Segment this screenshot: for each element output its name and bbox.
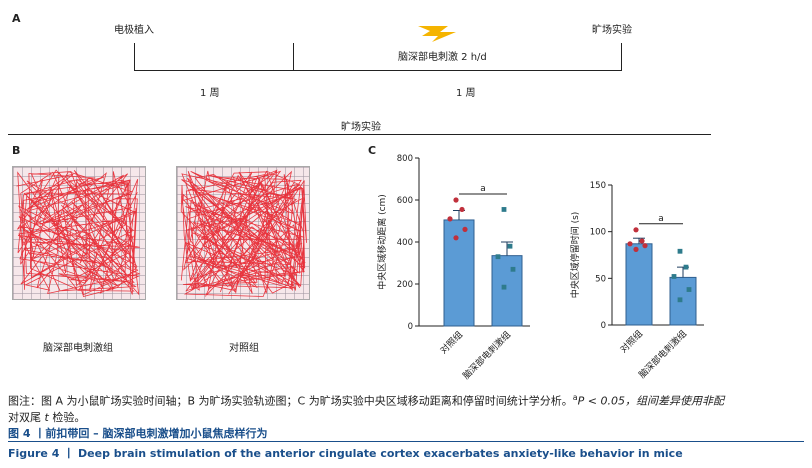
- y-axis-label: 中央区域移动距离 (cm): [376, 194, 388, 290]
- bar-dbs: [491, 255, 523, 327]
- data-point-dbs: [501, 207, 507, 212]
- y-tick-label: 200: [397, 280, 413, 290]
- timeline-tick-start: [134, 43, 135, 71]
- timeline-interval-2: 1 周: [456, 88, 476, 99]
- note-line1: 图注：图 A 为小鼠旷场实验时间轴；B 为旷场实验轨迹图；C 为旷场实验中央区域…: [8, 394, 573, 408]
- trajectory-path: [180, 169, 307, 297]
- timeline-tick-end: [621, 43, 622, 71]
- y-tick-label: 50: [595, 274, 606, 284]
- y-tick-label: 150: [590, 181, 606, 191]
- data-point-dbs: [507, 243, 513, 249]
- trajectory-map-dbs: [12, 166, 146, 300]
- bar-control: [625, 243, 653, 326]
- significance-label: a: [658, 214, 664, 224]
- data-point-dbs: [677, 248, 683, 254]
- data-point-control: [639, 238, 645, 244]
- data-point-dbs: [686, 287, 692, 292]
- timeline-interval-1: 1 周: [200, 88, 220, 99]
- x-tick-label: 对照组: [618, 328, 646, 356]
- bar-dbs: [669, 276, 697, 326]
- data-point-control: [627, 241, 633, 247]
- data-point-dbs: [495, 254, 501, 260]
- x-tick-label: 脑深部电刺激组: [460, 329, 513, 380]
- data-point-dbs: [677, 297, 683, 303]
- figure-title-divider: [8, 441, 804, 442]
- trajectory-label-dbs: 脑深部电刺激组: [43, 343, 113, 354]
- note-line2-t: t: [44, 410, 49, 424]
- data-point-dbs: [683, 264, 689, 270]
- y-tick-label: 400: [397, 238, 413, 248]
- timeline-tick-mid: [293, 43, 294, 71]
- panel-b-letter: B: [12, 144, 21, 157]
- y-tick-label: 600: [397, 196, 413, 206]
- note-line2-pre: 对双尾: [8, 410, 45, 424]
- panel-c-letter: C: [368, 144, 377, 157]
- timeline-event-implant: 电极植入: [114, 25, 154, 36]
- y-tick-label: 100: [590, 228, 606, 238]
- data-point-dbs: [671, 274, 677, 279]
- y-tick-label: 800: [397, 154, 413, 164]
- significance-label: a: [480, 184, 486, 194]
- x-tick-label: 对照组: [438, 329, 466, 357]
- section-divider: [8, 134, 711, 135]
- section-title-openfield: 旷场实验: [341, 122, 381, 133]
- figure-title-en: Figure 4 丨 Deep brain stimulation of the…: [8, 447, 683, 460]
- data-point-control: [453, 235, 459, 241]
- trajectory-label-control: 对照组: [229, 343, 259, 354]
- lightning-bolt-icon: [418, 26, 456, 42]
- y-tick-label: 0: [601, 321, 606, 331]
- panel-a-letter: A: [12, 12, 21, 25]
- bar-control: [443, 219, 475, 327]
- trajectory-map-control: [176, 166, 310, 300]
- timeline-axis: [134, 70, 622, 71]
- figure-note: 图注：图 A 为小鼠旷场实验时间轴；B 为旷场实验轨迹图；C 为旷场实验中央区域…: [8, 390, 808, 426]
- timeline-event-dbs: 脑深部电刺激 2 h/d: [398, 52, 487, 63]
- data-point-control: [462, 226, 468, 232]
- data-point-dbs: [501, 284, 507, 290]
- timeline-event-openfield: 旷场实验: [592, 25, 632, 36]
- y-axis-label: 中央区域停留时间 (s): [569, 212, 581, 299]
- y-tick-label: 0: [408, 322, 413, 332]
- note-line1-tail: P < 0.05，组间差异使用非配: [577, 394, 724, 408]
- note-superscript: a: [572, 393, 578, 402]
- figure-title-cn: 图 4 丨前扣带回 – 脑深部电刺激增加小鼠焦虑样行为: [8, 427, 268, 440]
- data-point-control: [453, 197, 459, 203]
- trajectory-path: [16, 169, 141, 297]
- data-point-control: [642, 243, 648, 249]
- data-point-control: [633, 227, 639, 233]
- data-point-dbs: [510, 266, 516, 272]
- data-point-control: [447, 216, 453, 222]
- note-line2-post: 检验。: [48, 410, 86, 424]
- data-point-control: [633, 246, 639, 252]
- data-point-control: [459, 206, 465, 213]
